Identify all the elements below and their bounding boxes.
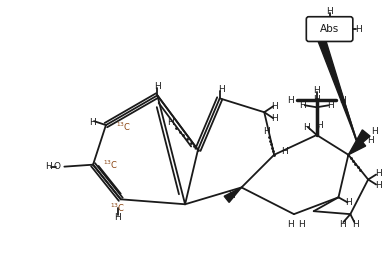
Text: H: H <box>154 82 161 91</box>
Text: H: H <box>281 147 288 156</box>
Text: H: H <box>288 96 295 105</box>
Text: H: H <box>167 118 174 127</box>
Text: $^{13}$C: $^{13}$C <box>110 202 125 214</box>
Text: $^{13}$C: $^{13}$C <box>116 121 131 133</box>
Text: H: H <box>300 101 306 110</box>
Text: H: H <box>271 114 277 123</box>
Text: H: H <box>371 127 377 136</box>
Text: H: H <box>298 219 305 229</box>
Text: H: H <box>352 219 359 229</box>
Text: H: H <box>367 136 373 146</box>
Text: H: H <box>326 7 333 16</box>
Text: $^{13}$C: $^{13}$C <box>103 159 118 171</box>
Text: H: H <box>271 102 277 111</box>
Text: H: H <box>218 85 225 94</box>
Text: H: H <box>288 219 295 229</box>
Polygon shape <box>317 36 356 140</box>
Text: H: H <box>327 101 334 110</box>
Polygon shape <box>348 140 366 155</box>
Text: H: H <box>345 198 352 207</box>
Text: H: H <box>313 86 320 95</box>
Text: H: H <box>228 191 235 200</box>
Text: H: H <box>355 25 361 34</box>
Text: H: H <box>316 121 323 129</box>
Text: H: H <box>303 123 310 132</box>
Text: H: H <box>339 219 346 229</box>
Text: O: O <box>53 162 60 171</box>
Text: H: H <box>115 213 121 222</box>
Text: H: H <box>375 169 382 178</box>
Text: H: H <box>89 118 96 127</box>
Polygon shape <box>348 130 370 155</box>
Text: Abs: Abs <box>320 24 339 34</box>
Text: H: H <box>313 95 320 104</box>
Text: H: H <box>339 96 346 105</box>
Polygon shape <box>224 187 241 202</box>
Text: H: H <box>375 181 382 190</box>
Text: H: H <box>263 127 270 136</box>
FancyBboxPatch shape <box>307 17 353 41</box>
Text: H: H <box>45 162 52 171</box>
